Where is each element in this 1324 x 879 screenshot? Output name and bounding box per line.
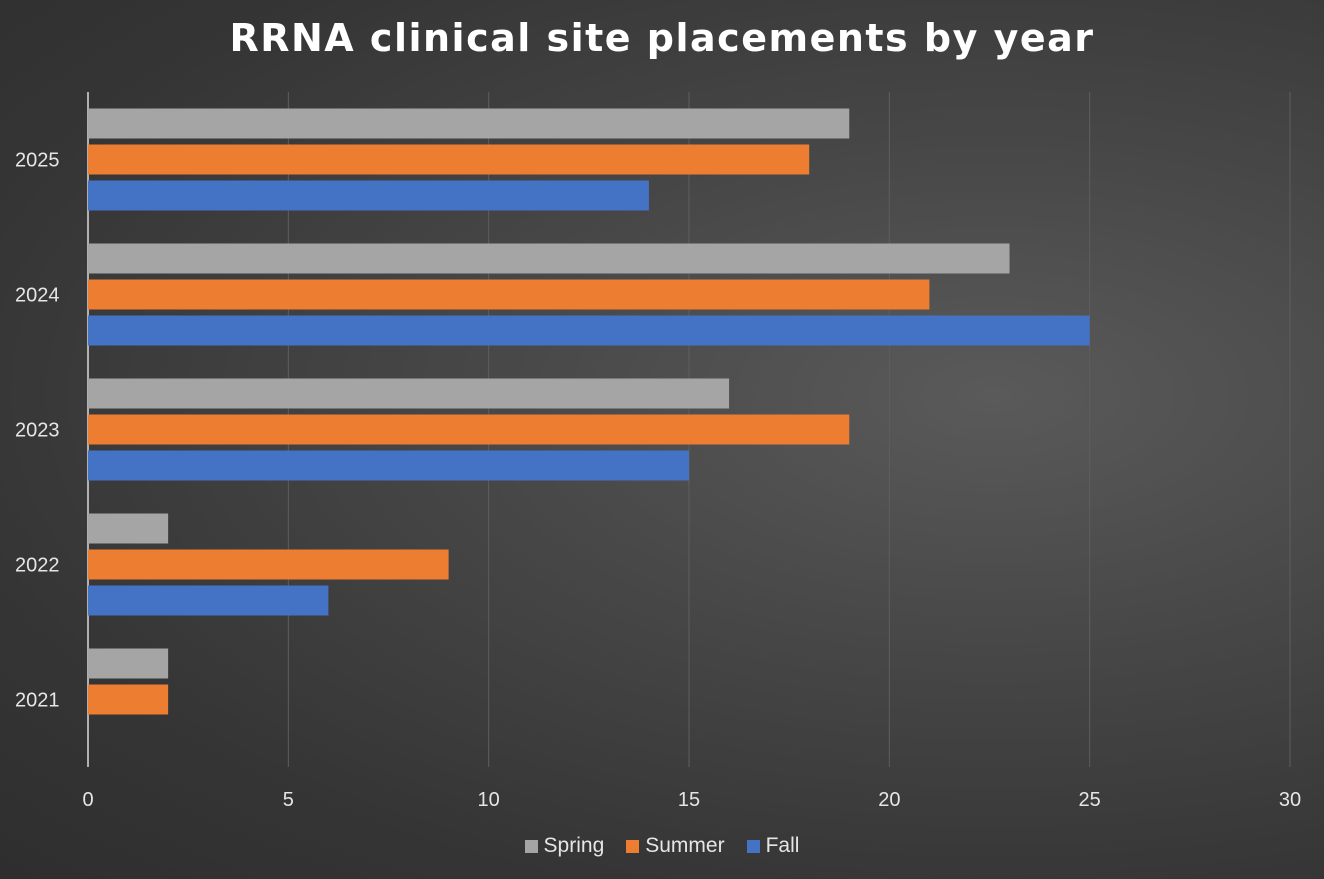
bar-spring-2022 <box>88 513 169 544</box>
legend-swatch-spring <box>524 839 538 853</box>
bar-fall-2025 <box>88 180 649 211</box>
bar-fall-2023 <box>88 450 689 481</box>
bar-summer-2024 <box>88 279 930 310</box>
x-tick-label: 30 <box>1279 789 1301 811</box>
x-tick-label: 25 <box>1079 789 1101 811</box>
legend-swatch-fall <box>746 839 760 853</box>
x-tick-label: 15 <box>678 789 700 811</box>
x-tick-label: 5 <box>283 789 294 811</box>
bar-fall-2022 <box>88 585 329 616</box>
legend-label-fall: Fall <box>765 834 800 857</box>
y-category-label: 2024 <box>15 285 60 307</box>
bar-spring-2021 <box>88 648 169 679</box>
legend-item-spring: Spring <box>524 834 605 858</box>
legend-item-fall: Fall <box>746 834 800 858</box>
bar-summer-2023 <box>88 414 850 445</box>
legend: Spring Summer Fall <box>0 834 1324 858</box>
x-tick-label: 10 <box>478 789 500 811</box>
bar-summer-2022 <box>88 549 449 580</box>
bar-summer-2021 <box>88 684 169 715</box>
legend-label-spring: Spring <box>543 834 605 857</box>
y-category-label: 2023 <box>15 420 60 442</box>
bar-spring-2023 <box>88 378 730 409</box>
bar-spring-2025 <box>88 108 850 139</box>
bar-summer-2025 <box>88 144 810 175</box>
x-tick-label: 20 <box>878 789 900 811</box>
legend-label-summer: Summer <box>645 834 725 857</box>
bar-fall-2024 <box>88 315 1090 346</box>
y-category-label: 2025 <box>15 150 60 172</box>
bar-spring-2024 <box>88 243 1010 274</box>
y-category-label: 2021 <box>15 690 60 712</box>
legend-swatch-summer <box>626 839 640 853</box>
chart-title: RRNA clinical site placements by year <box>229 16 1095 60</box>
y-category-label: 2022 <box>15 555 60 577</box>
x-tick-label: 0 <box>82 789 93 811</box>
legend-item-summer: Summer <box>626 834 725 858</box>
